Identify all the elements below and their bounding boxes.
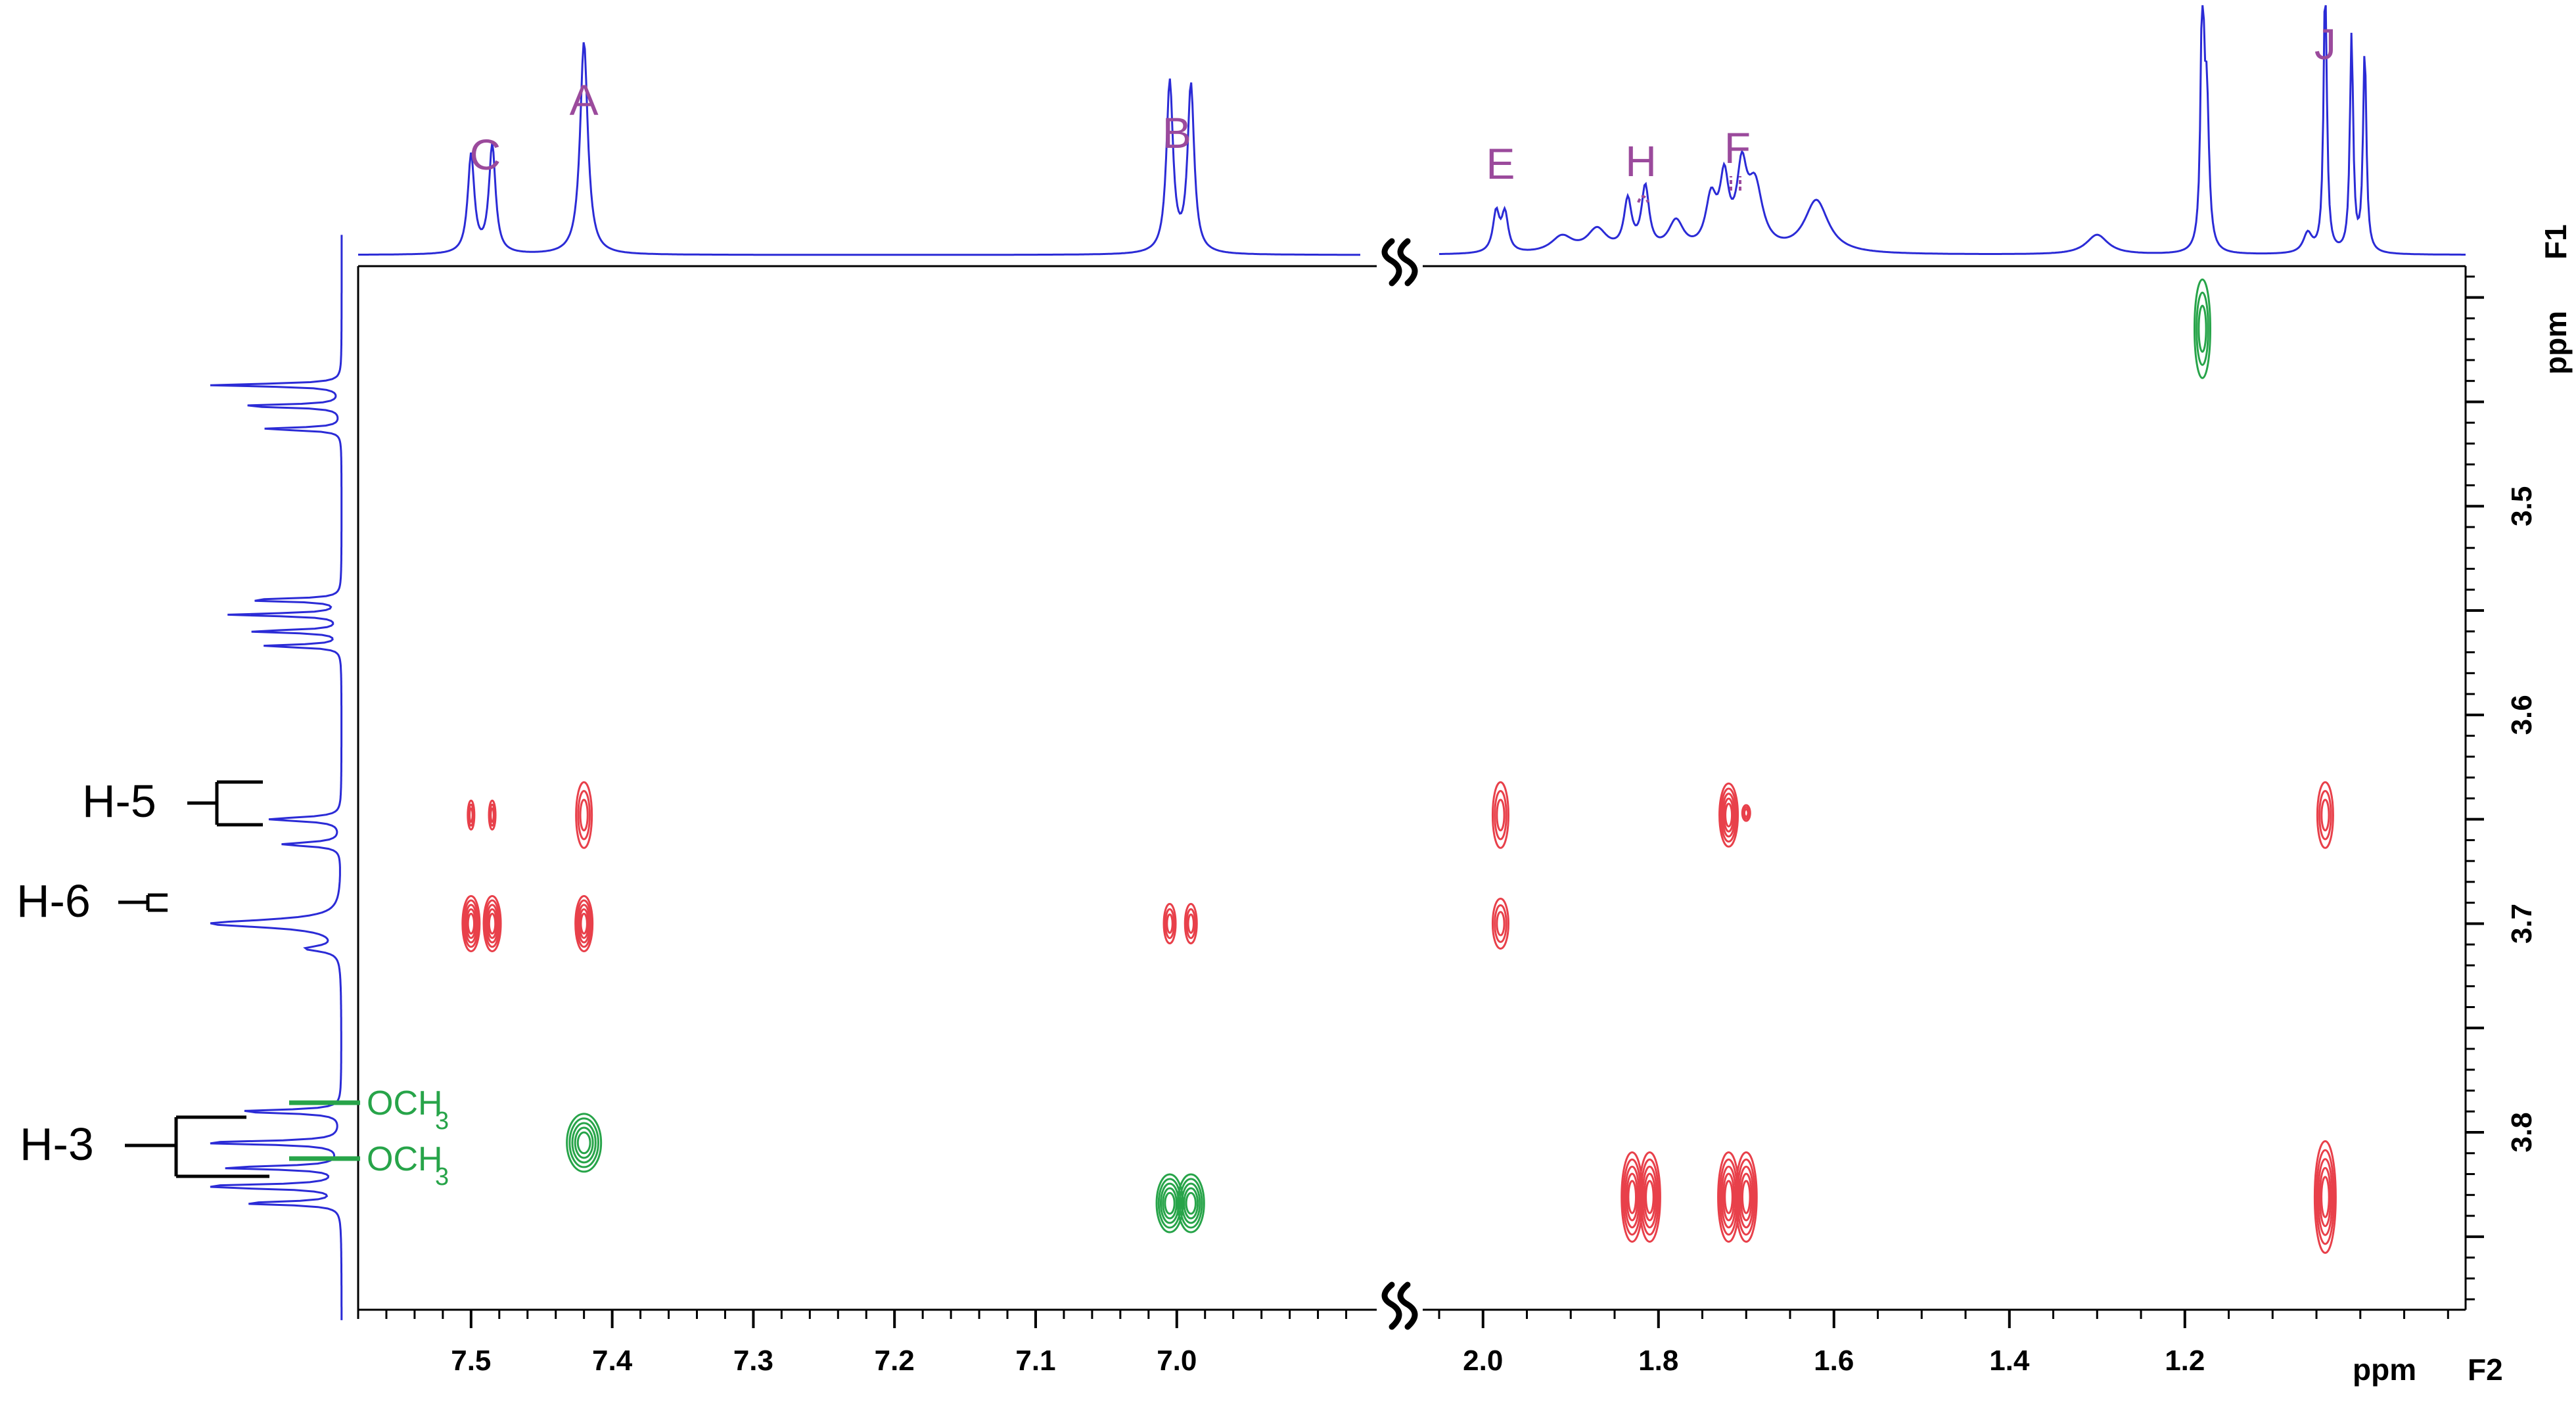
x-axis-label: ppm: [2353, 1352, 2416, 1387]
cross-peak-22: [2313, 1140, 2337, 1254]
peak-label-h: H: [1625, 137, 1657, 185]
side-1d-spectrum: [210, 235, 343, 1320]
plot-frame: [357, 265, 2467, 1311]
x-tick-label: 7.3: [733, 1345, 773, 1377]
y-axis-label: ppm: [2539, 311, 2573, 375]
och3-label-1: OCH: [367, 1084, 443, 1122]
cross-peak-7: [1741, 804, 1751, 822]
cross-peak-10: [482, 894, 502, 952]
peak-label-b: B: [1162, 108, 1191, 157]
peak-label-a: A: [570, 76, 599, 124]
top-1d-spectrum: [358, 5, 2466, 256]
h5-bracket: [187, 780, 263, 827]
axis-break: [1377, 237, 1423, 296]
x-tick-label: 1.8: [1638, 1345, 1678, 1377]
side-label-h-3: H-3: [20, 1119, 94, 1170]
cross-peak-9: [461, 894, 481, 952]
side-label-h-6: H-6: [16, 875, 91, 927]
side-spectrum-labels: H-5 H-6 H-3: [16, 775, 269, 1178]
x-tick-label: 7.1: [1015, 1345, 1055, 1377]
y-tick-label: 3.8: [2506, 1112, 2538, 1152]
cross-peak-13: [1184, 902, 1198, 944]
och3-sub-1: 3: [435, 1107, 449, 1135]
och3-label-2: OCH: [367, 1140, 443, 1178]
peak-label-f: F: [1724, 124, 1751, 172]
cross-peak-12: [1162, 902, 1177, 944]
peak-label-j: J: [2314, 20, 2336, 68]
x-tick-label: 1.6: [1814, 1345, 1854, 1377]
x-tick-label: 1.4: [1989, 1345, 2030, 1377]
top-peak-labels: C A B E H F J: [469, 20, 2336, 203]
y-tick-label: 3.7: [2506, 904, 2538, 944]
x-tick-label: 7.5: [451, 1345, 491, 1377]
h3-bracket: [125, 1115, 269, 1178]
peak-h-bracket: [1637, 195, 1649, 203]
y-axis-f1: 3.5 3.6 3.7 3.8: [2466, 275, 2538, 1301]
cross-peak-8: [2316, 781, 2334, 849]
h6-bracket: [118, 893, 168, 912]
y-tick-label: 3.5: [2506, 486, 2538, 526]
cross-peak-14: [1491, 897, 1509, 950]
cross-peak-5: [1491, 781, 1509, 849]
cross-peak-3: [488, 799, 497, 831]
x-tick-label: 2.0: [1463, 1345, 1503, 1377]
cross-peak-4: [575, 781, 593, 849]
cross-peak-15: [566, 1113, 603, 1173]
cross-peak-11: [574, 894, 594, 952]
och3-sub-2: 3: [435, 1163, 449, 1191]
y-axis-name: F1: [2539, 224, 2573, 260]
cross-peak-21: [1734, 1151, 1758, 1243]
x-axis-name: F2: [2468, 1352, 2503, 1387]
x-axis-f2: 7.5 7.4 7.3 7.2 7.1 7.0 2.0 1.8 1.6 1.4 1.2: [357, 1310, 2449, 1377]
cross-peak-6: [1718, 782, 1739, 848]
peak-label-e: E: [1486, 139, 1515, 188]
x-tick-label: 1.2: [2165, 1345, 2205, 1377]
cross-peak-19: [1638, 1151, 1661, 1243]
x-tick-label: 7.0: [1157, 1345, 1197, 1377]
peak-label-c: C: [469, 130, 501, 179]
axis-break-marks: [1377, 237, 1423, 1339]
y-tick-label: 3.6: [2506, 695, 2538, 735]
cross-peak-17: [1176, 1173, 1205, 1234]
peak-f-bracket: [1730, 176, 1741, 191]
x-tick-label: 7.4: [592, 1345, 633, 1377]
cross-peak-2: [467, 799, 476, 831]
axis-break: [1377, 1280, 1423, 1339]
side-label-h-5: H-5: [82, 775, 156, 827]
cross-peaks: [461, 278, 2337, 1254]
x-tick-label: 7.2: [875, 1345, 915, 1377]
cross-peak-1: [2193, 278, 2211, 379]
